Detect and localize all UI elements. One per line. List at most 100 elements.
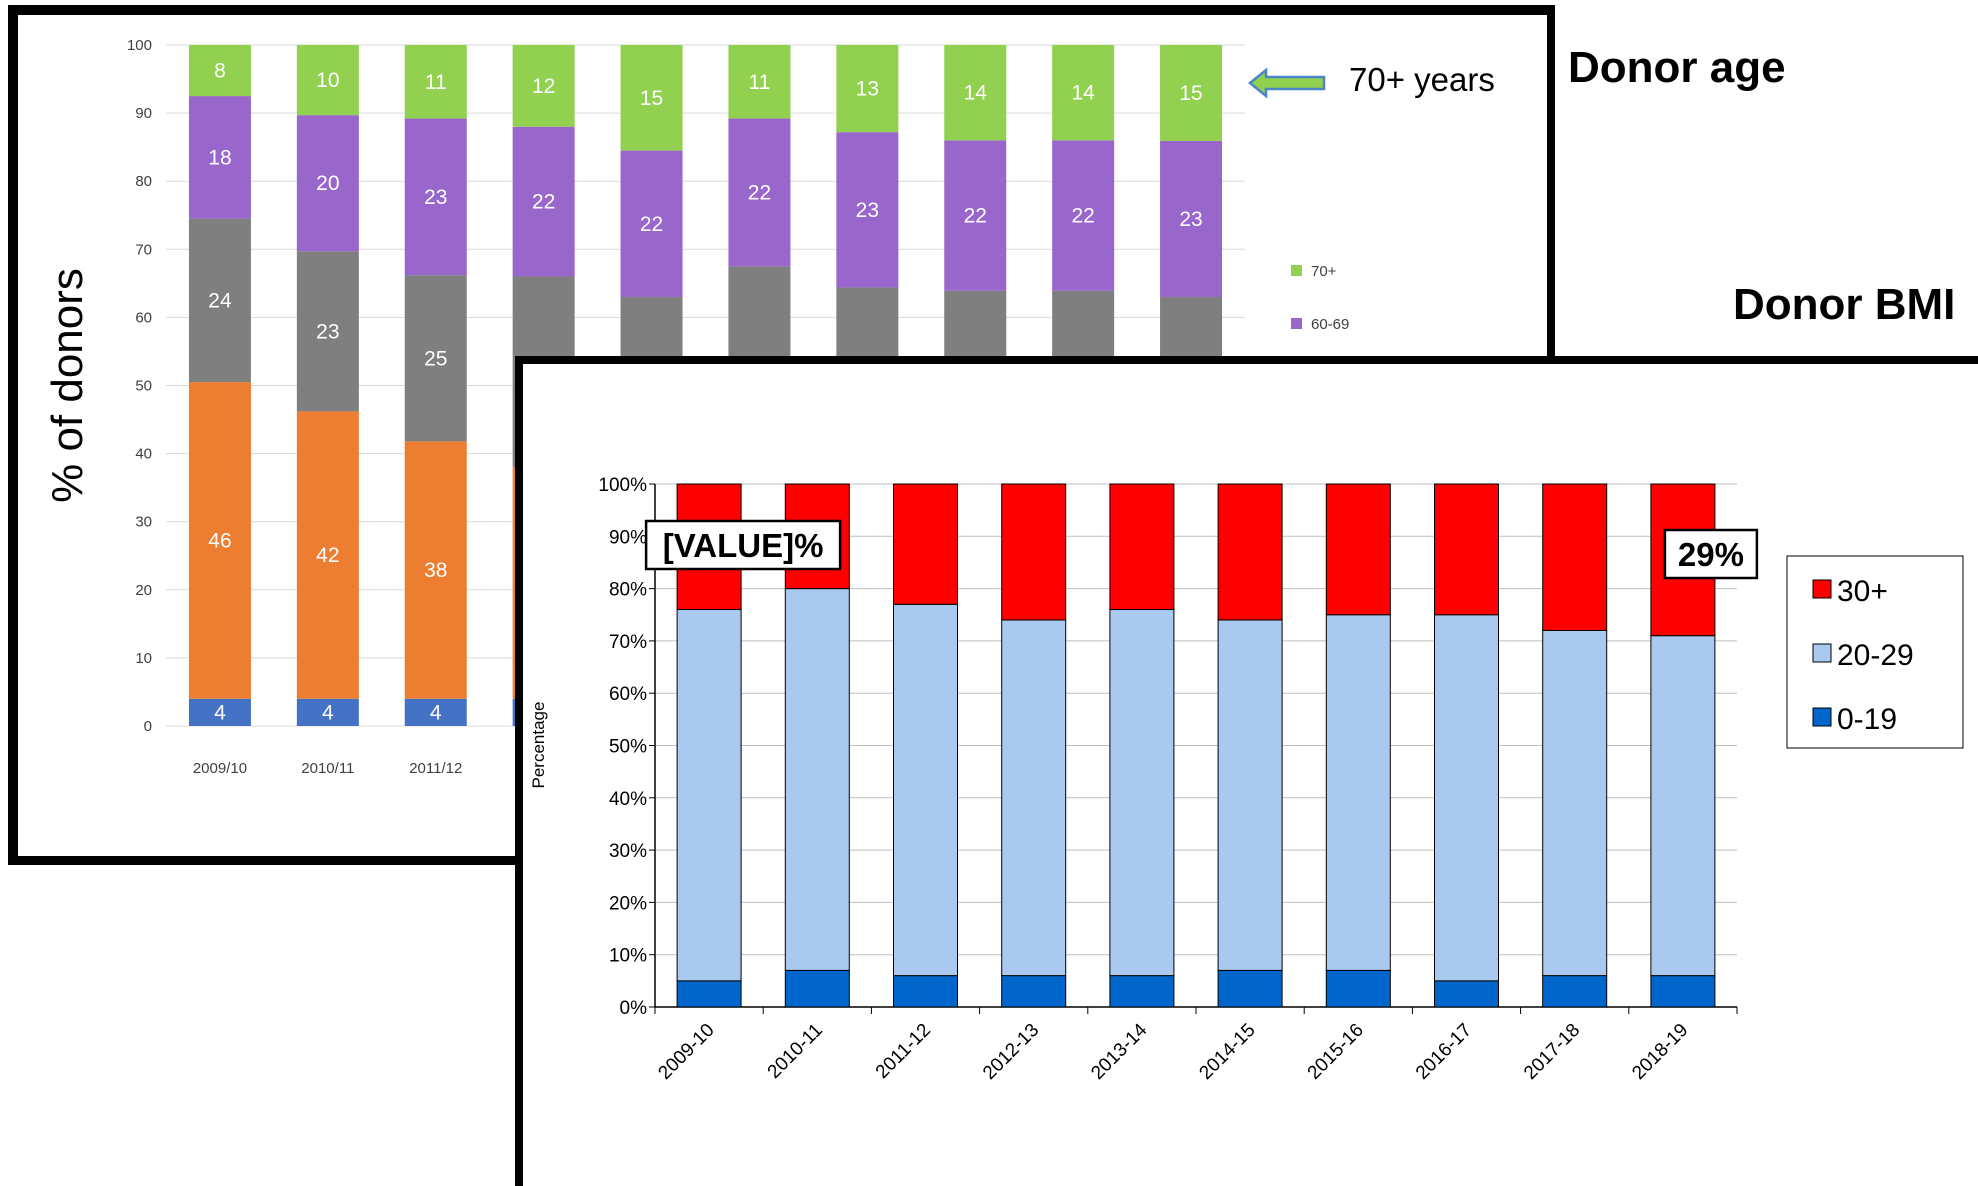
data-label: 4 (214, 701, 226, 724)
bar-segment (1325, 614, 1391, 971)
bar-segment (404, 441, 467, 699)
value-callout-box (644, 519, 842, 571)
x-tick-label: 2011-12 (872, 1020, 935, 1083)
bar-segment (512, 126, 575, 277)
x-tick-label: 2018-19 (1628, 1020, 1692, 1084)
y-tick-label: 30% (609, 841, 647, 862)
x-tick-label: 2010-11 (764, 1020, 827, 1083)
bar-segment (893, 483, 958, 605)
y-tick-label: 90 (135, 105, 152, 122)
bar-segment (944, 140, 1007, 291)
bar-segment (836, 132, 899, 288)
y-tick-label: 40% (609, 789, 647, 810)
data-label: 14 (1071, 82, 1095, 105)
bar-segment (676, 609, 742, 982)
data-label: 8 (214, 60, 226, 83)
data-label: 38 (424, 559, 447, 582)
y-tick-label: 10% (609, 946, 647, 967)
data-label: 23 (424, 186, 447, 209)
bar-segment (1052, 140, 1115, 291)
data-label: 24 (208, 289, 232, 312)
bar-segment (893, 603, 958, 977)
data-label: 12 (532, 75, 555, 98)
donor-age-heading: Donor age (1568, 43, 1786, 92)
x-tick-label: 2017-18 (1520, 1020, 1584, 1084)
bar-segment (784, 588, 850, 971)
legend-swatch (1812, 579, 1832, 599)
annotation-label: 70+ years (1349, 61, 1495, 98)
data-label: 15 (640, 87, 663, 110)
bar-segment (188, 96, 251, 219)
bar-segment (1434, 614, 1499, 982)
y-tick-label: 50 (135, 378, 152, 395)
y-tick-label: 90% (609, 527, 647, 548)
y-tick-label: 20 (135, 582, 152, 599)
data-label: 10 (316, 69, 339, 92)
y-tick-label: 70 (135, 241, 152, 258)
data-label: 22 (964, 205, 987, 228)
bar-segment (728, 118, 791, 267)
legend-label: 70+ (1311, 263, 1337, 280)
bar-segment (188, 218, 251, 383)
y-tick-label: 80% (609, 580, 647, 601)
data-label: 11 (749, 71, 771, 94)
y-tick-label: 60 (135, 309, 152, 326)
bar-segment (1434, 483, 1499, 616)
legend-swatch (1291, 265, 1302, 276)
bar-segment (188, 45, 251, 97)
data-label: 15 (1179, 82, 1202, 105)
donor-age-chart: 0102030405060708090100446241882009/10442… (43, 37, 1495, 777)
bar-segment (1217, 483, 1283, 621)
x-tick-label: 2016-17 (1412, 1020, 1476, 1084)
x-tick-label: 2009-10 (654, 1020, 718, 1084)
y-tick-label: 80 (135, 173, 152, 190)
bar-segment (296, 45, 359, 116)
bar-segment (1650, 975, 1716, 1008)
donor-bmi-chart: 0% 10% 20% 30% 40% 50% 60% 70% 80% 90% 100% 2009-10… (529, 475, 1964, 1084)
bar-segment (296, 115, 359, 252)
data-label: 22 (640, 213, 663, 236)
data-label: 22 (532, 191, 555, 214)
data-label: 46 (208, 529, 231, 552)
bar-segment (1434, 980, 1499, 1008)
bar-segment (893, 975, 958, 1008)
bar-segment (404, 118, 467, 276)
bar-segment (784, 969, 850, 1008)
data-label: 25 (424, 347, 447, 370)
bar-segment (1542, 975, 1608, 1008)
data-label: 4 (322, 701, 334, 724)
x-tick-label: 2010/11 (301, 760, 354, 777)
bar-segment (944, 45, 1007, 141)
data-label: 11 (425, 71, 447, 94)
data-label: 42 (316, 544, 339, 567)
legend-swatch (1812, 643, 1832, 663)
bar-segment (1325, 483, 1391, 616)
bar-segment (620, 150, 683, 297)
legend-swatch (1812, 707, 1832, 727)
x-tick-label: 2013-14 (1087, 1019, 1151, 1083)
x-tick-label: 2014-15 (1195, 1020, 1259, 1084)
bar-segment (1001, 619, 1067, 977)
bar-segment (1325, 969, 1391, 1008)
value-callout-box (1663, 528, 1759, 580)
data-label: 22 (748, 181, 771, 204)
data-label: 22 (1071, 205, 1094, 228)
data-label: 18 (208, 146, 231, 169)
x-tick-label: 2012-13 (979, 1020, 1043, 1084)
bar-segment (296, 251, 359, 412)
y-tick-label: 60% (609, 684, 647, 705)
bar-segment (296, 698, 359, 726)
y-tick-label: 10 (135, 650, 152, 667)
bar-segment (1109, 609, 1175, 977)
legend-label: 30+ (1837, 575, 1888, 608)
data-label: 13 (856, 78, 879, 101)
bar-segment (1001, 483, 1067, 621)
bar-segment (404, 45, 467, 119)
bar-segment (620, 45, 683, 151)
y-tick-label: 30 (135, 514, 152, 531)
legend-label: 0-19 (1837, 703, 1897, 736)
y-tick-label: 0% (620, 998, 648, 1019)
data-label: 14 (964, 82, 988, 105)
value-callout: [VALUE]% (663, 527, 824, 564)
bar-segment (1160, 45, 1223, 142)
